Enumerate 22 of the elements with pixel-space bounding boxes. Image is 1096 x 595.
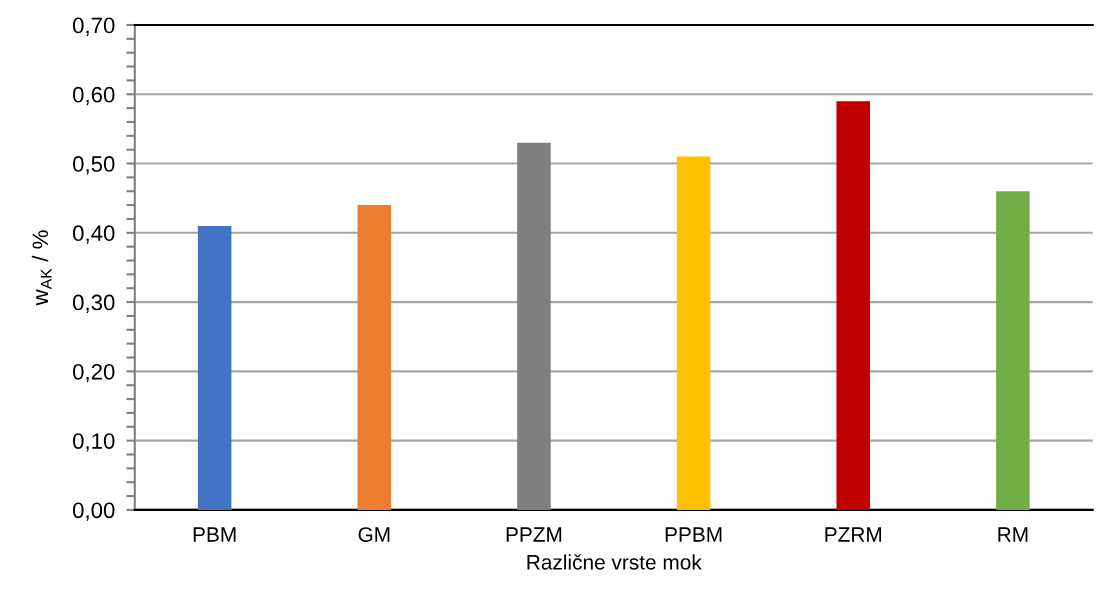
x-tick-label: PZRM <box>825 527 882 542</box>
bar <box>676 156 711 510</box>
y-tick-label: 0,10 <box>72 433 115 452</box>
y-tick-label: 0,70 <box>72 17 115 36</box>
x-tick-label: PPZM <box>506 527 562 542</box>
bar <box>996 191 1030 510</box>
x-tick-label: GM <box>358 527 390 542</box>
bar <box>357 205 392 510</box>
y-tick-label: 0,30 <box>72 294 115 313</box>
y-tick-label: 0,50 <box>72 156 115 175</box>
y-tick-label: 0,60 <box>72 86 115 106</box>
bar <box>836 101 870 510</box>
y-tick-label: 0,40 <box>72 225 115 244</box>
x-tick-label: PBM <box>193 527 236 542</box>
x-tick-label: PPBM <box>665 527 722 542</box>
y-tick-label: 0,00 <box>72 502 115 521</box>
x-tick-label: RM <box>998 527 1028 542</box>
bar <box>517 142 551 510</box>
x-axis-title: Različne vrste mok <box>527 554 702 570</box>
y-axis-title: w$_{AK}$ / % <box>31 230 52 306</box>
bar <box>197 225 232 510</box>
y-tick-label: 0,20 <box>72 363 115 383</box>
